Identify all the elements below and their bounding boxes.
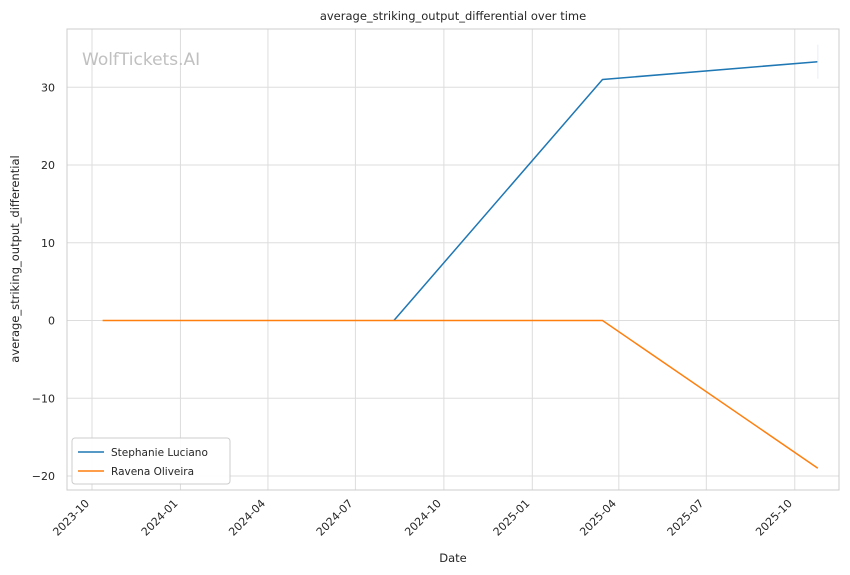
y-axis-title: average_striking_output_differential [8, 155, 22, 362]
x-axis-title: Date [439, 551, 467, 565]
legend-box [71, 437, 231, 485]
y-tick-label: 30 [41, 81, 55, 94]
legend-label-ravena-oliveira: Ravena Oliveira [111, 466, 194, 478]
series-line-stephanie-luciano [393, 60, 818, 321]
y-tick-label: 20 [41, 159, 55, 172]
y-tick-label: 0 [48, 315, 55, 328]
legend-label-stephanie-luciano: Stephanie Luciano [111, 447, 208, 459]
chart-title: average_striking_output_differential ove… [320, 9, 586, 23]
y-tick-label: −10 [32, 392, 55, 405]
series-group [102, 44, 819, 469]
series-line-ravena-oliveira [102, 319, 819, 469]
y-tick-label: 10 [41, 237, 55, 250]
plot-frame [66, 28, 840, 491]
y-tick-label: −20 [32, 470, 55, 483]
legend: Stephanie Luciano Ravena Oliveira [71, 437, 231, 485]
watermark: WolfTickets.AI [82, 50, 200, 70]
